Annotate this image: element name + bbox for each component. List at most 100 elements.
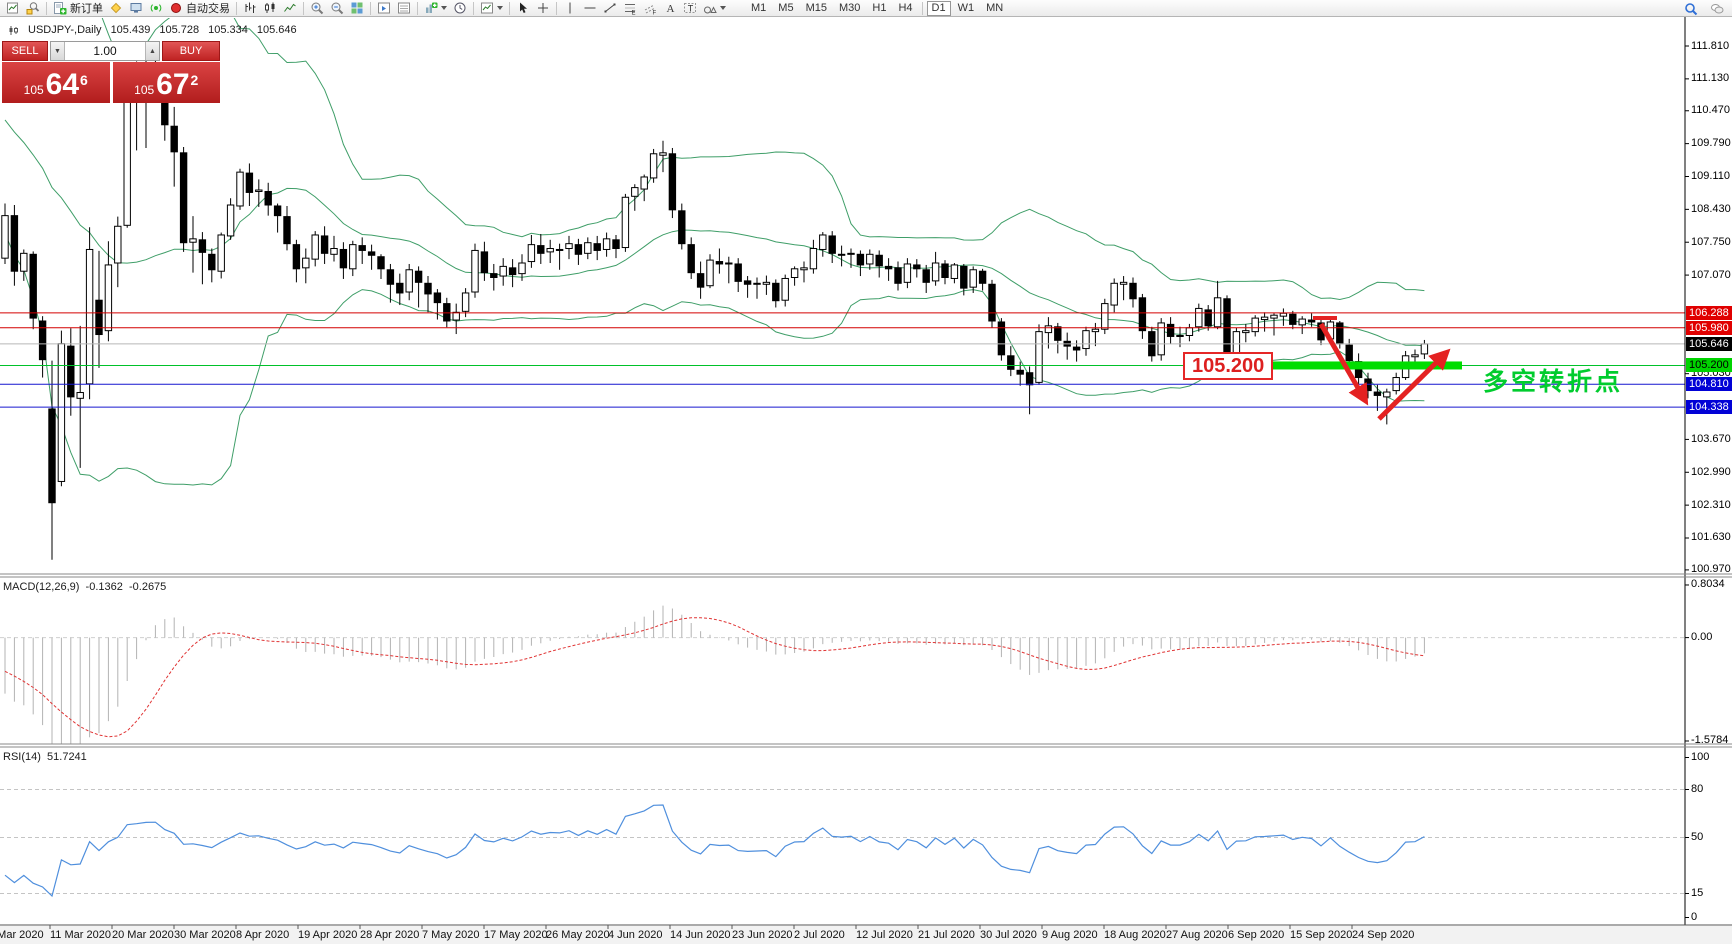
price-line-label: 106.288 (1686, 305, 1732, 320)
date-label: 17 May 2020 (484, 929, 548, 941)
ohlc-close: 105.646 (256, 24, 297, 36)
templates-caret-icon (497, 6, 503, 10)
macd-tick-label: -1.5784 (1691, 734, 1729, 747)
hline-tool-icon (583, 1, 597, 15)
data-window-button[interactable] (395, 1, 413, 16)
metaeditor-icon (109, 1, 123, 15)
buy-price-display[interactable]: 105 67 2 (112, 62, 220, 103)
channel-tool-button[interactable]: F (641, 1, 659, 16)
date-label: 6 Sep 2020 (1228, 929, 1285, 941)
cursor-tool-button[interactable] (514, 1, 532, 16)
zoom-in-button[interactable] (308, 1, 326, 16)
toolbar-separator (303, 1, 304, 15)
add-indicator-button[interactable] (422, 1, 449, 16)
volume-stepper: ▼ 1.00 ▲ (50, 41, 160, 61)
svg-text:T: T (688, 3, 694, 13)
toolbar-separator (236, 1, 237, 15)
bar-chart-mode-button[interactable] (241, 1, 259, 16)
sell-button[interactable]: SELL (2, 41, 48, 61)
macd-tick-label: 0.8034 (1691, 578, 1725, 591)
bar-chart-mode-icon (243, 1, 257, 15)
price-tick-label: 102.310 (1691, 498, 1731, 511)
vline-tool-button[interactable] (561, 1, 579, 16)
sell-price-main: 64 (45, 68, 80, 101)
tile-windows-icon (350, 1, 364, 15)
candle-chart-mode-button[interactable] (261, 1, 279, 16)
timeframe-m5[interactable]: M5 (778, 1, 794, 14)
symbol-period-label: USDJPY-,Daily (28, 24, 102, 36)
new-order-label: 新订单 (70, 3, 103, 15)
timeframe-h4[interactable]: H4 (898, 1, 913, 14)
svg-text:E: E (632, 11, 636, 16)
sell-price-display[interactable]: 105 64 6 (2, 62, 110, 103)
volume-input[interactable]: 1.00 (93, 44, 117, 58)
crosshair-tool-button[interactable] (534, 1, 552, 16)
chat-icon (1710, 2, 1724, 16)
date-label: 8 Apr 2020 (236, 929, 290, 941)
search-button[interactable] (1682, 1, 1700, 16)
timeframe-m1[interactable]: M1 (751, 1, 767, 14)
autotrading-label: 自动交易 (186, 3, 230, 15)
rsi-tick-label: 80 (1691, 783, 1704, 795)
price-level-annotation[interactable]: 105.200 (1183, 352, 1274, 380)
date-label: 11 Mar 2020 (50, 929, 111, 941)
shapes-tool-caret-icon (720, 6, 726, 10)
date-label: 2 Jul 2020 (794, 929, 845, 941)
tile-windows-button[interactable] (348, 1, 366, 16)
cursor-tool-icon (516, 1, 530, 15)
new-order-icon (53, 1, 67, 15)
turning-point-annotation[interactable]: 多空转折点 (1483, 368, 1624, 396)
buy-price-main: 67 (156, 68, 190, 101)
timeframe-d1[interactable]: D1 (926, 0, 951, 16)
vline-tool-icon (563, 1, 577, 15)
date-label: 30 Mar 2020 (174, 929, 236, 941)
zoom-in-icon (310, 1, 324, 15)
trendline-tool-icon (603, 1, 617, 15)
line-chart-mode-button[interactable] (281, 1, 299, 16)
price-tick-label: 103.670 (1691, 432, 1731, 445)
buy-button[interactable]: BUY (162, 41, 220, 61)
signals-button[interactable] (147, 1, 165, 16)
buy-price-prefix: 105 (134, 83, 155, 97)
timeframe-w1[interactable]: W1 (957, 1, 975, 14)
zoom-out-button[interactable] (328, 1, 346, 16)
terminal-button[interactable] (127, 1, 145, 16)
templates-button[interactable] (478, 1, 505, 16)
timeframe-toolbar: M1 M5 M15 M30 H1 H4 D1 W1 MN (745, 0, 1009, 16)
period-selector-button[interactable] (451, 1, 469, 16)
shapes-tool-button[interactable] (701, 1, 728, 16)
toolbar-separator (921, 1, 923, 15)
profiles-button[interactable] (24, 1, 42, 16)
timeframe-h1[interactable]: H1 (872, 1, 887, 14)
date-label: 28 Apr 2020 (360, 929, 420, 941)
fibo-tool-button[interactable]: E (621, 1, 639, 16)
price-tick-label: 101.630 (1691, 531, 1731, 544)
shapes-tool-icon (703, 1, 717, 15)
label-tool-button[interactable]: T (681, 1, 699, 16)
drawing-objects[interactable] (1270, 316, 1462, 421)
price-line-label: 105.646 (1686, 336, 1732, 351)
timeframe-m30[interactable]: M30 (838, 1, 861, 14)
trendline-tool-button[interactable] (601, 1, 619, 16)
navigator-button[interactable] (375, 1, 393, 16)
date-label: 15 Sep 2020 (1290, 929, 1353, 941)
timeframe-m15[interactable]: M15 (805, 1, 827, 14)
timeframe-mn[interactable]: MN (986, 1, 1004, 14)
volume-increase-button[interactable]: ▲ (145, 42, 159, 60)
price-tick-label: 111.130 (1691, 72, 1730, 85)
new-chart-button[interactable] (4, 1, 22, 16)
price-tick-label: 109.790 (1691, 137, 1731, 150)
volume-decrease-button[interactable]: ▼ (51, 42, 65, 60)
line-chart-mode-icon (283, 1, 297, 15)
price-line-label: 105.200 (1686, 358, 1732, 373)
text-tool-button[interactable]: A (661, 1, 679, 16)
new-order-button[interactable]: 新订单 (51, 1, 105, 16)
up-arrow (1377, 348, 1451, 421)
hline-tool-button[interactable] (581, 1, 599, 16)
metaeditor-button[interactable] (107, 1, 125, 16)
autotrading-button[interactable]: 自动交易 (167, 1, 232, 16)
chat-button[interactable] (1708, 1, 1726, 16)
price-tick-label: 100.970 (1691, 563, 1731, 576)
toolbar-right-icons (1681, 1, 1727, 16)
